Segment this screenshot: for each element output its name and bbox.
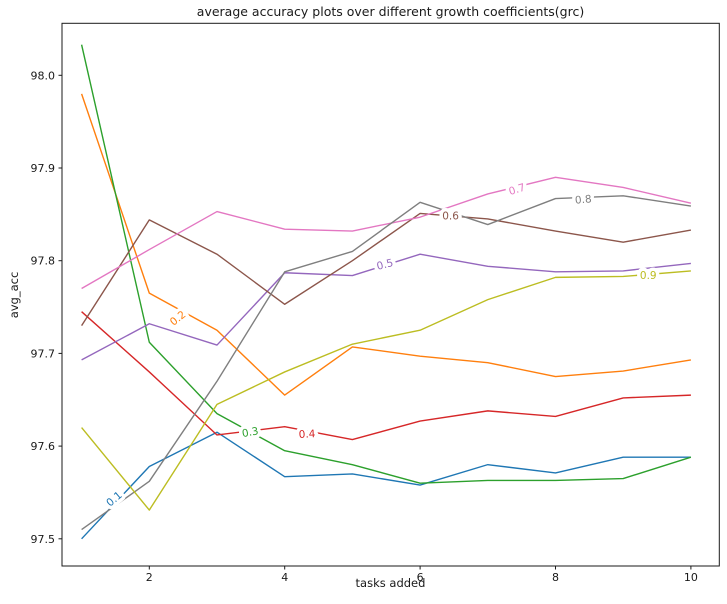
y-tick-label: 97.9: [31, 162, 56, 175]
line-0.6: [81, 212, 692, 326]
y-tick-label: 97.8: [31, 255, 56, 268]
y-tick-label: 97.5: [31, 533, 56, 546]
x-tick-label: 8: [552, 571, 559, 584]
line-0.3: [80, 44, 692, 484]
x-tick-label: 10: [684, 571, 698, 584]
line-label-0.3: 0.3: [241, 425, 260, 440]
line-label-0.7: 0.7: [507, 182, 526, 198]
line-0.2: [80, 93, 692, 396]
line-label-0.9: 0.9: [640, 270, 657, 282]
line-label-0.5: 0.5: [375, 257, 394, 273]
line-label-0.8: 0.8: [574, 193, 592, 206]
line-label-halo-0.6: 0.6: [442, 211, 459, 223]
x-tick-label: 6: [417, 571, 424, 584]
line-label-halo-0.9: 0.9: [640, 270, 657, 282]
x-axis-label: tasks added: [355, 576, 426, 590]
line-label-0.2: 0.2: [168, 309, 189, 329]
chart-title: average accuracy plots over different gr…: [196, 4, 585, 19]
line-0.9: [81, 270, 691, 511]
line-0.1: [81, 431, 691, 540]
x-tick-label: 4: [281, 571, 288, 584]
line-0.8: [81, 195, 692, 531]
y-tick-label: 97.7: [31, 347, 56, 360]
line-label-halo-0.4: 0.4: [298, 428, 316, 441]
x-tick-label: 2: [146, 571, 153, 584]
line-0.4: [81, 311, 691, 441]
line-label-0.6: 0.6: [442, 211, 459, 223]
y-tick-label: 98.0: [31, 69, 56, 82]
line-0.7: [81, 176, 692, 290]
y-tick-label: 97.6: [31, 440, 56, 453]
line-0.5: [81, 253, 691, 361]
plot-border: [61, 22, 720, 567]
line-label-halo-0.8: 0.8: [574, 193, 592, 206]
line-label-0.1: 0.1: [104, 489, 125, 509]
line-label-0.4: 0.4: [298, 428, 316, 441]
